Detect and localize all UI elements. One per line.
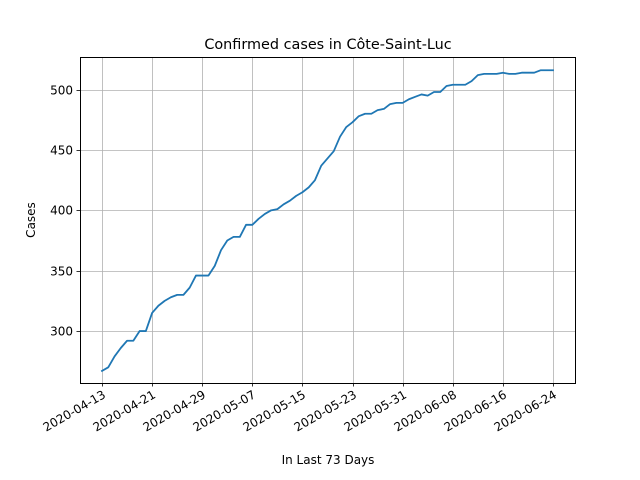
series-line-layer [100, 69, 554, 373]
y-axis-ticks: 300 350 400 450 500 [50, 84, 80, 339]
series-line [100, 69, 554, 373]
x-axis-label: In Last 73 Days [282, 453, 375, 467]
chart-title: Confirmed cases in Côte-Saint-Luc [204, 37, 451, 53]
y-tick-label: 500 [50, 84, 73, 98]
y-tick-label: 450 [50, 144, 73, 158]
y-tick-label: 400 [50, 204, 73, 218]
grid [80, 57, 575, 383]
y-tick-label: 350 [50, 265, 73, 279]
plot-frame [80, 57, 576, 384]
y-axis-label: Cases [24, 202, 38, 238]
y-tick-label: 300 [50, 325, 73, 339]
